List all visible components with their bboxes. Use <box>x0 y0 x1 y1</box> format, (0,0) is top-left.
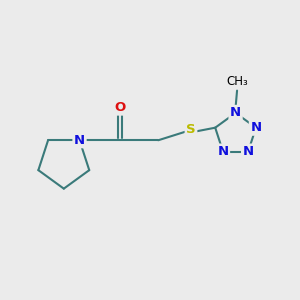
Text: N: N <box>243 145 254 158</box>
Text: N: N <box>74 134 85 147</box>
Text: CH₃: CH₃ <box>226 75 248 88</box>
Text: N: N <box>230 106 241 119</box>
Text: O: O <box>114 101 125 114</box>
Text: N: N <box>218 145 229 158</box>
Text: S: S <box>186 123 196 136</box>
Text: N: N <box>250 121 262 134</box>
